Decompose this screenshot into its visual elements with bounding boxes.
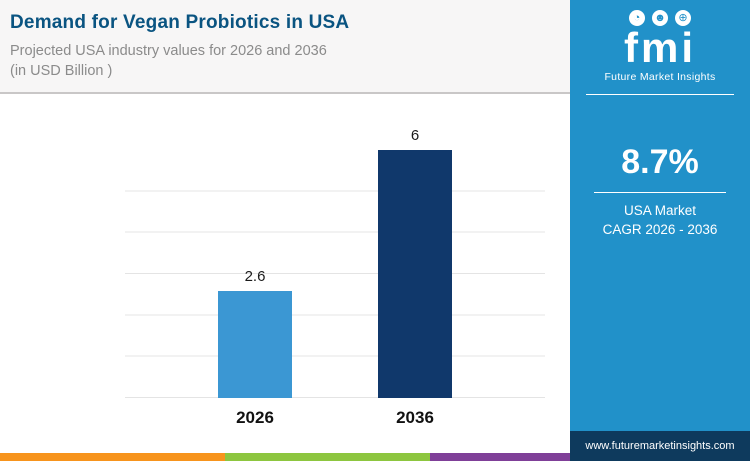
plot-gridlines: 2.6 6: [125, 127, 545, 398]
bar-group-2036: 6: [375, 127, 455, 398]
cagr-stat-value: 8.7%: [621, 142, 699, 181]
subtitle-line-2: (in USD Billion ): [10, 63, 113, 80]
bar-2036: [378, 150, 452, 398]
brand-sidebar: ◔ ☻ ⊕ fmi Future Market Insights 8.7% US…: [570, 0, 750, 461]
x-axis-labels: 2026 2036: [125, 408, 545, 428]
bar-value-label-2026: 2.6: [244, 268, 266, 285]
stat-label-line-1: USA Market: [623, 202, 696, 218]
bar-value-label-2036: 6: [410, 127, 420, 144]
strip-segment-green: [225, 453, 430, 461]
chart-panel: Demand for Vegan Probiotics in USA Proje…: [0, 0, 570, 461]
chart-header: Demand for Vegan Probiotics in USA Proje…: [0, 0, 570, 94]
bar-chart: 2.6 6 2026 2036: [125, 127, 545, 428]
chart-subtitle: Projected USA industry values for 2026 a…: [10, 41, 556, 82]
x-label-2036: 2036: [396, 408, 434, 427]
pie-chart-icon: ◔: [629, 10, 645, 26]
person-icon: ☻: [652, 10, 668, 26]
subtitle-line-1: Projected USA industry values for 2026 a…: [10, 43, 327, 59]
page-title: Demand for Vegan Probiotics in USA: [10, 12, 350, 33]
decorative-color-strip: [0, 453, 570, 461]
bar-2026: [218, 291, 292, 398]
separator-line-top: [586, 93, 734, 95]
fmi-logo: ◔ ☻ ⊕ fmi Future Market Insights: [604, 0, 715, 83]
x-label-2026: 2026: [236, 408, 274, 427]
logo-wordmark: fmi: [624, 24, 696, 71]
globe-icon: ⊕: [675, 10, 691, 26]
cagr-stat-label: USA Market CAGR 2026 - 2036: [603, 201, 718, 240]
bar-group-2026: 2.6: [215, 268, 295, 398]
strip-segment-purple: [430, 453, 570, 461]
logo-company-name: Future Market Insights: [604, 70, 716, 83]
separator-line-stat: [594, 191, 726, 193]
website-link[interactable]: www.futuremarketinsights.com: [570, 431, 750, 461]
strip-segment-orange: [0, 453, 225, 461]
stat-label-line-2: CAGR 2026 - 2036: [602, 222, 718, 238]
logo-icons-row: ◔ ☻ ⊕: [629, 10, 691, 26]
